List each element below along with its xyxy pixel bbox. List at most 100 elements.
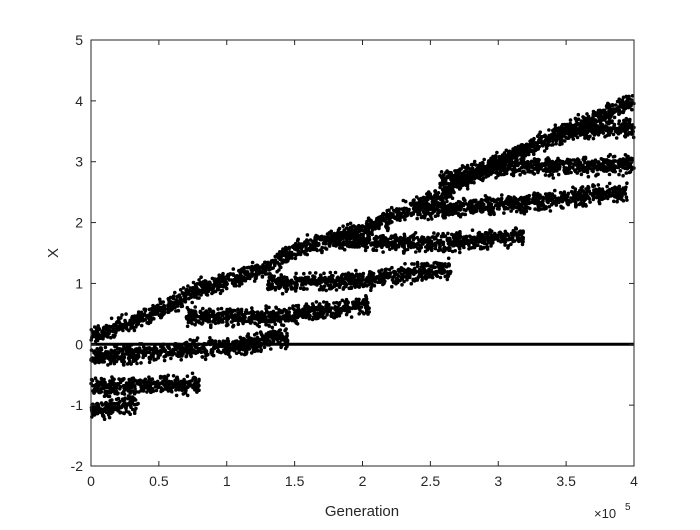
data-point (337, 285, 342, 290)
data-point (572, 131, 576, 135)
data-point (482, 245, 487, 250)
data-point (413, 203, 418, 208)
data-point (563, 169, 568, 174)
data-point (492, 157, 496, 162)
data-point (630, 94, 635, 98)
data-point (624, 171, 629, 175)
data-point (577, 130, 581, 134)
data-point (627, 170, 632, 175)
data-point (161, 305, 166, 310)
data-point (574, 133, 578, 138)
data-point (425, 191, 430, 196)
data-point (383, 271, 388, 275)
data-point (544, 135, 548, 140)
data-point (610, 111, 615, 116)
data-point (451, 176, 456, 181)
data-point (395, 276, 399, 281)
data-point (369, 285, 374, 290)
data-point (181, 286, 186, 290)
data-point (550, 172, 554, 177)
data-point (621, 198, 626, 203)
data-point (606, 101, 610, 106)
data-point (286, 252, 291, 257)
data-point (304, 282, 308, 286)
data-point (608, 152, 612, 157)
data-point (199, 275, 203, 280)
data-point (221, 271, 225, 276)
data-point (582, 158, 587, 163)
data-point (322, 271, 326, 276)
data-point (467, 247, 471, 251)
data-point (533, 207, 537, 211)
data-point (500, 238, 505, 242)
data-point (540, 143, 544, 147)
data-point (482, 157, 487, 162)
data-point (343, 280, 347, 285)
data-point (377, 215, 381, 220)
data-point (217, 277, 221, 282)
data-point (406, 271, 411, 276)
data-point (143, 309, 148, 313)
data-point (341, 233, 345, 237)
data-point (441, 204, 446, 208)
data-point (331, 274, 335, 278)
data-point (582, 116, 586, 121)
data-point (602, 111, 606, 116)
data-point (189, 295, 193, 300)
data-point (520, 153, 524, 158)
data-point (496, 238, 501, 243)
data-point (571, 158, 575, 162)
data-point (503, 170, 507, 174)
data-point (452, 190, 456, 195)
data-point (282, 253, 287, 258)
data-point (430, 217, 434, 221)
data-point (465, 169, 469, 174)
data-point (504, 163, 508, 167)
data-point (232, 283, 237, 288)
data-point (409, 213, 414, 218)
data-point (334, 283, 338, 288)
data-point (402, 207, 407, 212)
data-point (240, 275, 244, 279)
data-point (437, 210, 441, 215)
data-point (492, 199, 497, 204)
plot-area (91, 40, 634, 466)
data-point (554, 141, 558, 146)
data-point (438, 268, 442, 273)
data-point (434, 236, 438, 241)
data-point (384, 223, 389, 227)
data-point (465, 187, 470, 191)
data-point (119, 327, 123, 331)
data-point (237, 280, 241, 285)
data-point (575, 171, 579, 175)
data-point (317, 287, 322, 292)
data-point (526, 169, 530, 174)
data-point (436, 232, 440, 236)
data-point (617, 122, 621, 126)
data-point (416, 207, 421, 211)
data-point (424, 245, 428, 249)
data-point (378, 274, 383, 278)
data-point (536, 206, 541, 210)
data-point (537, 132, 541, 137)
data-point (244, 271, 248, 276)
data-point (250, 260, 255, 265)
data-point (407, 267, 411, 272)
data-point (443, 274, 448, 279)
data-point (583, 125, 588, 130)
data-point (349, 236, 354, 240)
data-point (488, 236, 493, 241)
data-point (295, 252, 300, 257)
data-point (348, 221, 353, 226)
data-point (550, 196, 555, 201)
data-point (175, 294, 180, 299)
data-point (514, 209, 519, 214)
data-point (484, 235, 489, 239)
data-point (565, 193, 570, 198)
data-point (173, 305, 177, 310)
data-point (373, 243, 378, 248)
data-point (581, 128, 586, 133)
data-point (624, 195, 629, 199)
data-point (166, 310, 171, 314)
data-point (402, 268, 406, 272)
